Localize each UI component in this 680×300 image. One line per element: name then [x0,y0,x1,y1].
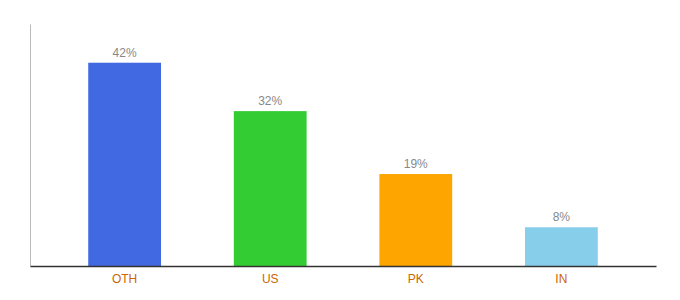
data-label: 32% [258,94,282,108]
chart: OTH US PK IN 42% 32% 19% 8% [0,0,680,300]
x-axis: OTH US PK IN [31,267,657,286]
data-label: 19% [404,157,428,171]
data-label: 8% [553,210,571,224]
bar [88,63,161,266]
x-tick: US [262,272,279,286]
x-tick: OTH [112,272,137,286]
y-axis-line [30,25,31,267]
plot: OTH US PK IN 42% 32% 19% 8% [31,25,657,286]
x-tick: PK [408,272,424,286]
bars [88,63,598,266]
x-tick-label: OTH [112,272,137,286]
x-tick-label: IN [555,272,567,286]
x-tick: IN [555,272,567,286]
data-label: 42% [113,46,137,60]
bar [379,174,452,266]
y-axis [30,25,31,267]
x-tick-label: US [262,272,279,286]
bar [525,227,598,266]
x-axis-line [31,266,657,268]
bar [234,111,307,266]
x-tick-label: PK [408,272,424,286]
data-labels: 42% 32% 19% 8% [113,46,571,225]
